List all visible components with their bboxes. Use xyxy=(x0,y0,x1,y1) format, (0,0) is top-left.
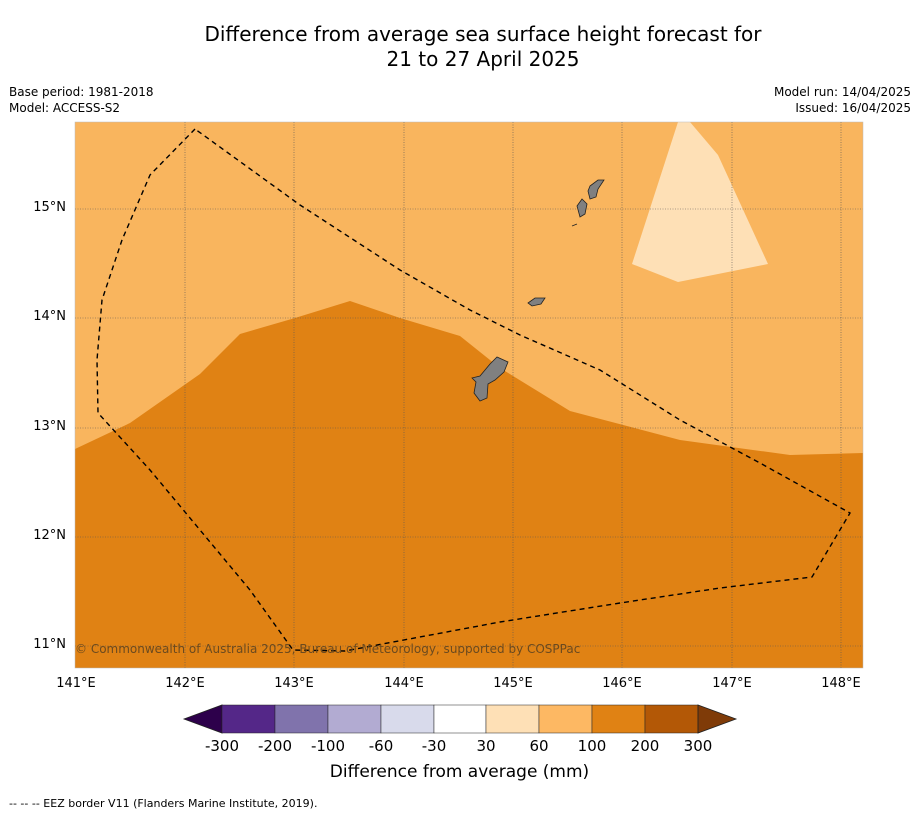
island-saipan xyxy=(587,179,605,200)
island-tinian xyxy=(576,198,588,218)
colorbar-swatch-200-300 xyxy=(644,704,699,734)
lon-label-141: 141°E xyxy=(56,676,96,691)
colorbar xyxy=(182,704,738,734)
eez-footnote: -- -- -- EEZ border V11 (Flanders Marine… xyxy=(9,797,318,810)
lat-label-13: 13°N xyxy=(33,419,66,434)
lon-label-142: 142°E xyxy=(165,676,205,691)
map-frame xyxy=(74,121,864,669)
colorbar-tick-neg200: -200 xyxy=(257,737,293,755)
island-aguijan xyxy=(571,223,578,227)
copyright-text: © Commonwealth of Australia 2025, Bureau… xyxy=(75,642,581,656)
map-svg xyxy=(74,121,864,669)
issued-text: Issued: 16/04/2025 xyxy=(795,101,911,115)
colorbar-swatch-neg60-neg30 xyxy=(380,704,435,734)
lon-label-146: 146°E xyxy=(602,676,642,691)
base-period-text: Base period: 1981-2018 xyxy=(9,85,154,99)
colorbar-swatch-neg100-neg60 xyxy=(327,704,382,734)
lon-label-147: 147°E xyxy=(712,676,752,691)
lon-label-148: 148°E xyxy=(821,676,861,691)
meta-right: Model run: 14/04/2025 Issued: 16/04/2025 xyxy=(774,84,911,116)
colorbar-tick-neg300: -300 xyxy=(204,737,240,755)
lat-label-15: 15°N xyxy=(33,200,66,215)
colorbar-tick-neg100: -100 xyxy=(310,737,346,755)
lat-label-11: 11°N xyxy=(33,637,66,652)
island-rota xyxy=(527,297,546,307)
colorbar-tick-neg60: -60 xyxy=(368,737,394,755)
lon-label-143: 143°E xyxy=(274,676,314,691)
colorbar-swatch-neg30-30 xyxy=(433,704,487,734)
model-run-text: Model run: 14/04/2025 xyxy=(773,85,911,99)
gridlines xyxy=(75,122,863,668)
eez-border xyxy=(96,128,851,652)
islands xyxy=(471,179,605,402)
colorbar-tick-30: 30 xyxy=(476,737,496,755)
meta-left: Base period: 1981-2018 Model: ACCESS-S2 xyxy=(9,84,154,116)
lon-label-145: 145°E xyxy=(493,676,533,691)
colorbar-swatch-neg300-neg200 xyxy=(221,704,276,734)
colorbar-tick-300: 300 xyxy=(683,737,713,755)
lat-label-12: 12°N xyxy=(33,528,66,543)
colorbar-swatch-60-100 xyxy=(538,704,593,734)
colorbar-tick-100: 100 xyxy=(577,737,607,755)
lon-label-144: 144°E xyxy=(384,676,424,691)
colorbar-swatch-30-60 xyxy=(485,704,540,734)
lat-label-14: 14°N xyxy=(33,309,66,324)
colorbar-arrow-low xyxy=(182,704,223,734)
anomaly-band-100-200 xyxy=(75,301,863,668)
colorbar-swatch-100-200 xyxy=(591,704,646,734)
colorbar-tick-60: 60 xyxy=(529,737,549,755)
colorbar-label: Difference from average (mm) xyxy=(329,762,590,782)
colorbar-tick-neg30: -30 xyxy=(421,737,447,755)
colorbar-arrow-high xyxy=(697,704,738,734)
model-text: Model: ACCESS-S2 xyxy=(9,101,121,115)
colorbar-swatch-neg200-neg100 xyxy=(274,704,329,734)
map-title-line1: Difference from average sea surface heig… xyxy=(204,22,762,46)
island-guam xyxy=(471,356,509,402)
colorbar-tick-200: 200 xyxy=(630,737,660,755)
map-title-line2: 21 to 27 April 2025 xyxy=(386,47,580,71)
anomaly-band-30-60 xyxy=(632,122,768,282)
map-title: Difference from average sea surface heig… xyxy=(0,22,919,72)
